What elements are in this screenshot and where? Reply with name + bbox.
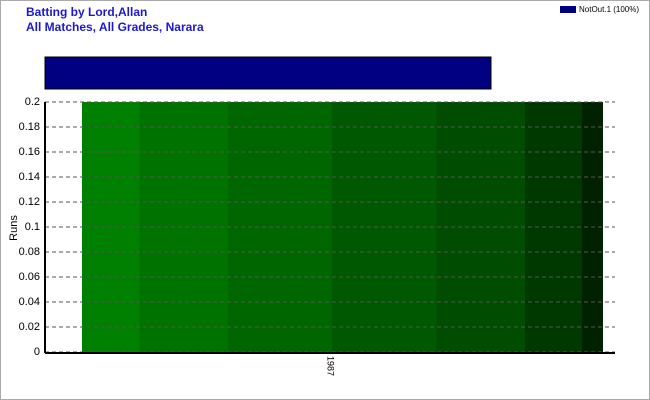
y-tick-label: 0.18 <box>19 121 40 133</box>
chart-subtitle: All Matches, All Grades, Narara <box>26 20 204 34</box>
y-tick-label: 0.1 <box>25 221 40 233</box>
legend-label: NotOut.1 (100%) <box>579 5 639 14</box>
y-tick-label: 0.2 <box>25 96 40 108</box>
y-tick-label: 0.12 <box>19 196 40 208</box>
y-tick-label: 0.06 <box>19 271 40 283</box>
y-tick-label: 0.08 <box>19 246 40 258</box>
x-tick-label: 1987 <box>326 356 336 376</box>
y-tick-label: 0.16 <box>19 146 40 158</box>
y-tick-label: 0.14 <box>19 171 40 183</box>
y-tick-label: 0.04 <box>19 296 40 308</box>
chart-title: Batting by Lord,Allan <box>26 5 147 19</box>
percentage-bar <box>44 56 492 90</box>
y-tick-label: 0 <box>34 346 40 358</box>
y-axis-label: Runs <box>8 215 20 241</box>
legend-swatch <box>560 6 576 13</box>
y-tick-label: 0.02 <box>19 321 40 333</box>
